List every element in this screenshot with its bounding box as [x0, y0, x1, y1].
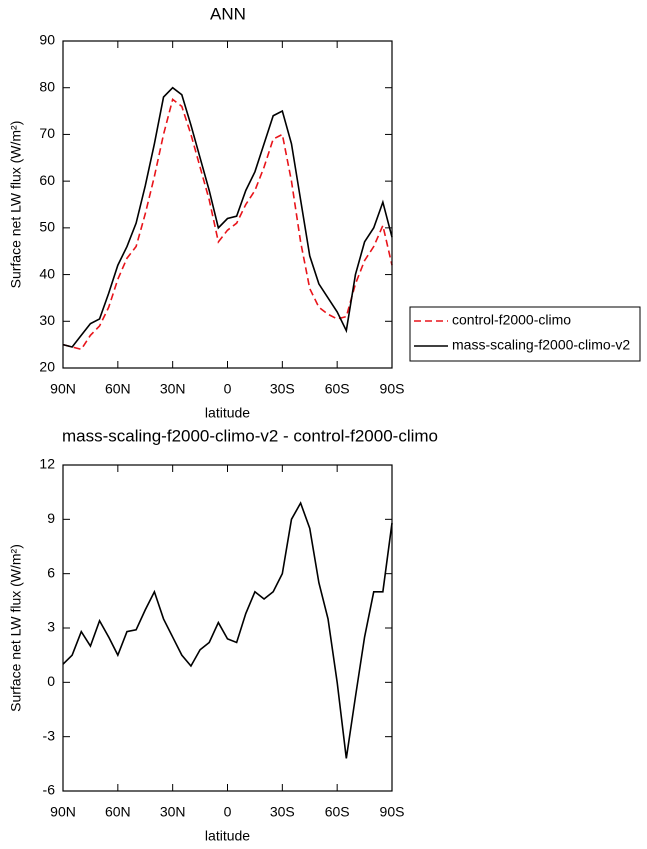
x-axis-label: latitude — [205, 405, 250, 421]
x-tick-label: 0 — [224, 381, 232, 397]
y-axis-label: Surface net LW flux (W/m²) — [8, 544, 24, 712]
y-tick-label: 60 — [39, 172, 55, 188]
y-tick-label: 9 — [47, 510, 55, 526]
y-tick-label: 80 — [39, 78, 55, 94]
x-tick-label: 90N — [50, 381, 76, 397]
data-line — [62, 501, 393, 759]
chart-title: mass-scaling-f2000-climo-v2 - control-f2… — [62, 426, 438, 445]
x-tick-label: 90S — [380, 804, 405, 820]
y-tick-label: -3 — [43, 727, 56, 743]
plot-frame — [62, 464, 393, 792]
x-tick-label: 0 — [224, 804, 232, 820]
x-tick-label: 60N — [105, 804, 131, 820]
y-axis-label: Surface net LW flux (W/m²) — [8, 121, 24, 289]
y-tick-label: 6 — [47, 564, 55, 580]
y-tick-label: -6 — [43, 782, 56, 798]
y-tick-label: 20 — [39, 359, 55, 375]
x-tick-label: 30S — [270, 381, 295, 397]
x-tick-label: 30N — [160, 381, 186, 397]
x-tick-label: 60S — [325, 804, 350, 820]
legend-label: mass-scaling-f2000-climo-v2 — [452, 337, 630, 353]
x-tick-label: 90N — [50, 804, 76, 820]
data-line — [62, 86, 393, 348]
y-tick-label: 50 — [39, 219, 55, 235]
y-tick-label: 30 — [39, 312, 55, 328]
x-tick-label: 90S — [380, 381, 405, 397]
y-tick-label: 70 — [39, 125, 55, 141]
x-tick-label: 60N — [105, 381, 131, 397]
y-tick-label: 12 — [39, 456, 55, 472]
x-tick-label: 30S — [270, 804, 295, 820]
y-tick-label: 90 — [39, 32, 55, 48]
chart-title: ANN — [210, 4, 246, 23]
x-tick-label: 30N — [160, 804, 186, 820]
legend-box — [409, 306, 641, 362]
data-line — [62, 98, 393, 351]
legend-label: control-f2000-climo — [452, 312, 571, 328]
y-tick-label: 40 — [39, 265, 55, 281]
x-tick-label: 60S — [325, 381, 350, 397]
y-tick-label: 3 — [47, 619, 55, 635]
y-tick-label: 0 — [47, 673, 55, 689]
x-axis-label: latitude — [205, 828, 250, 844]
plot-frame — [62, 40, 393, 369]
